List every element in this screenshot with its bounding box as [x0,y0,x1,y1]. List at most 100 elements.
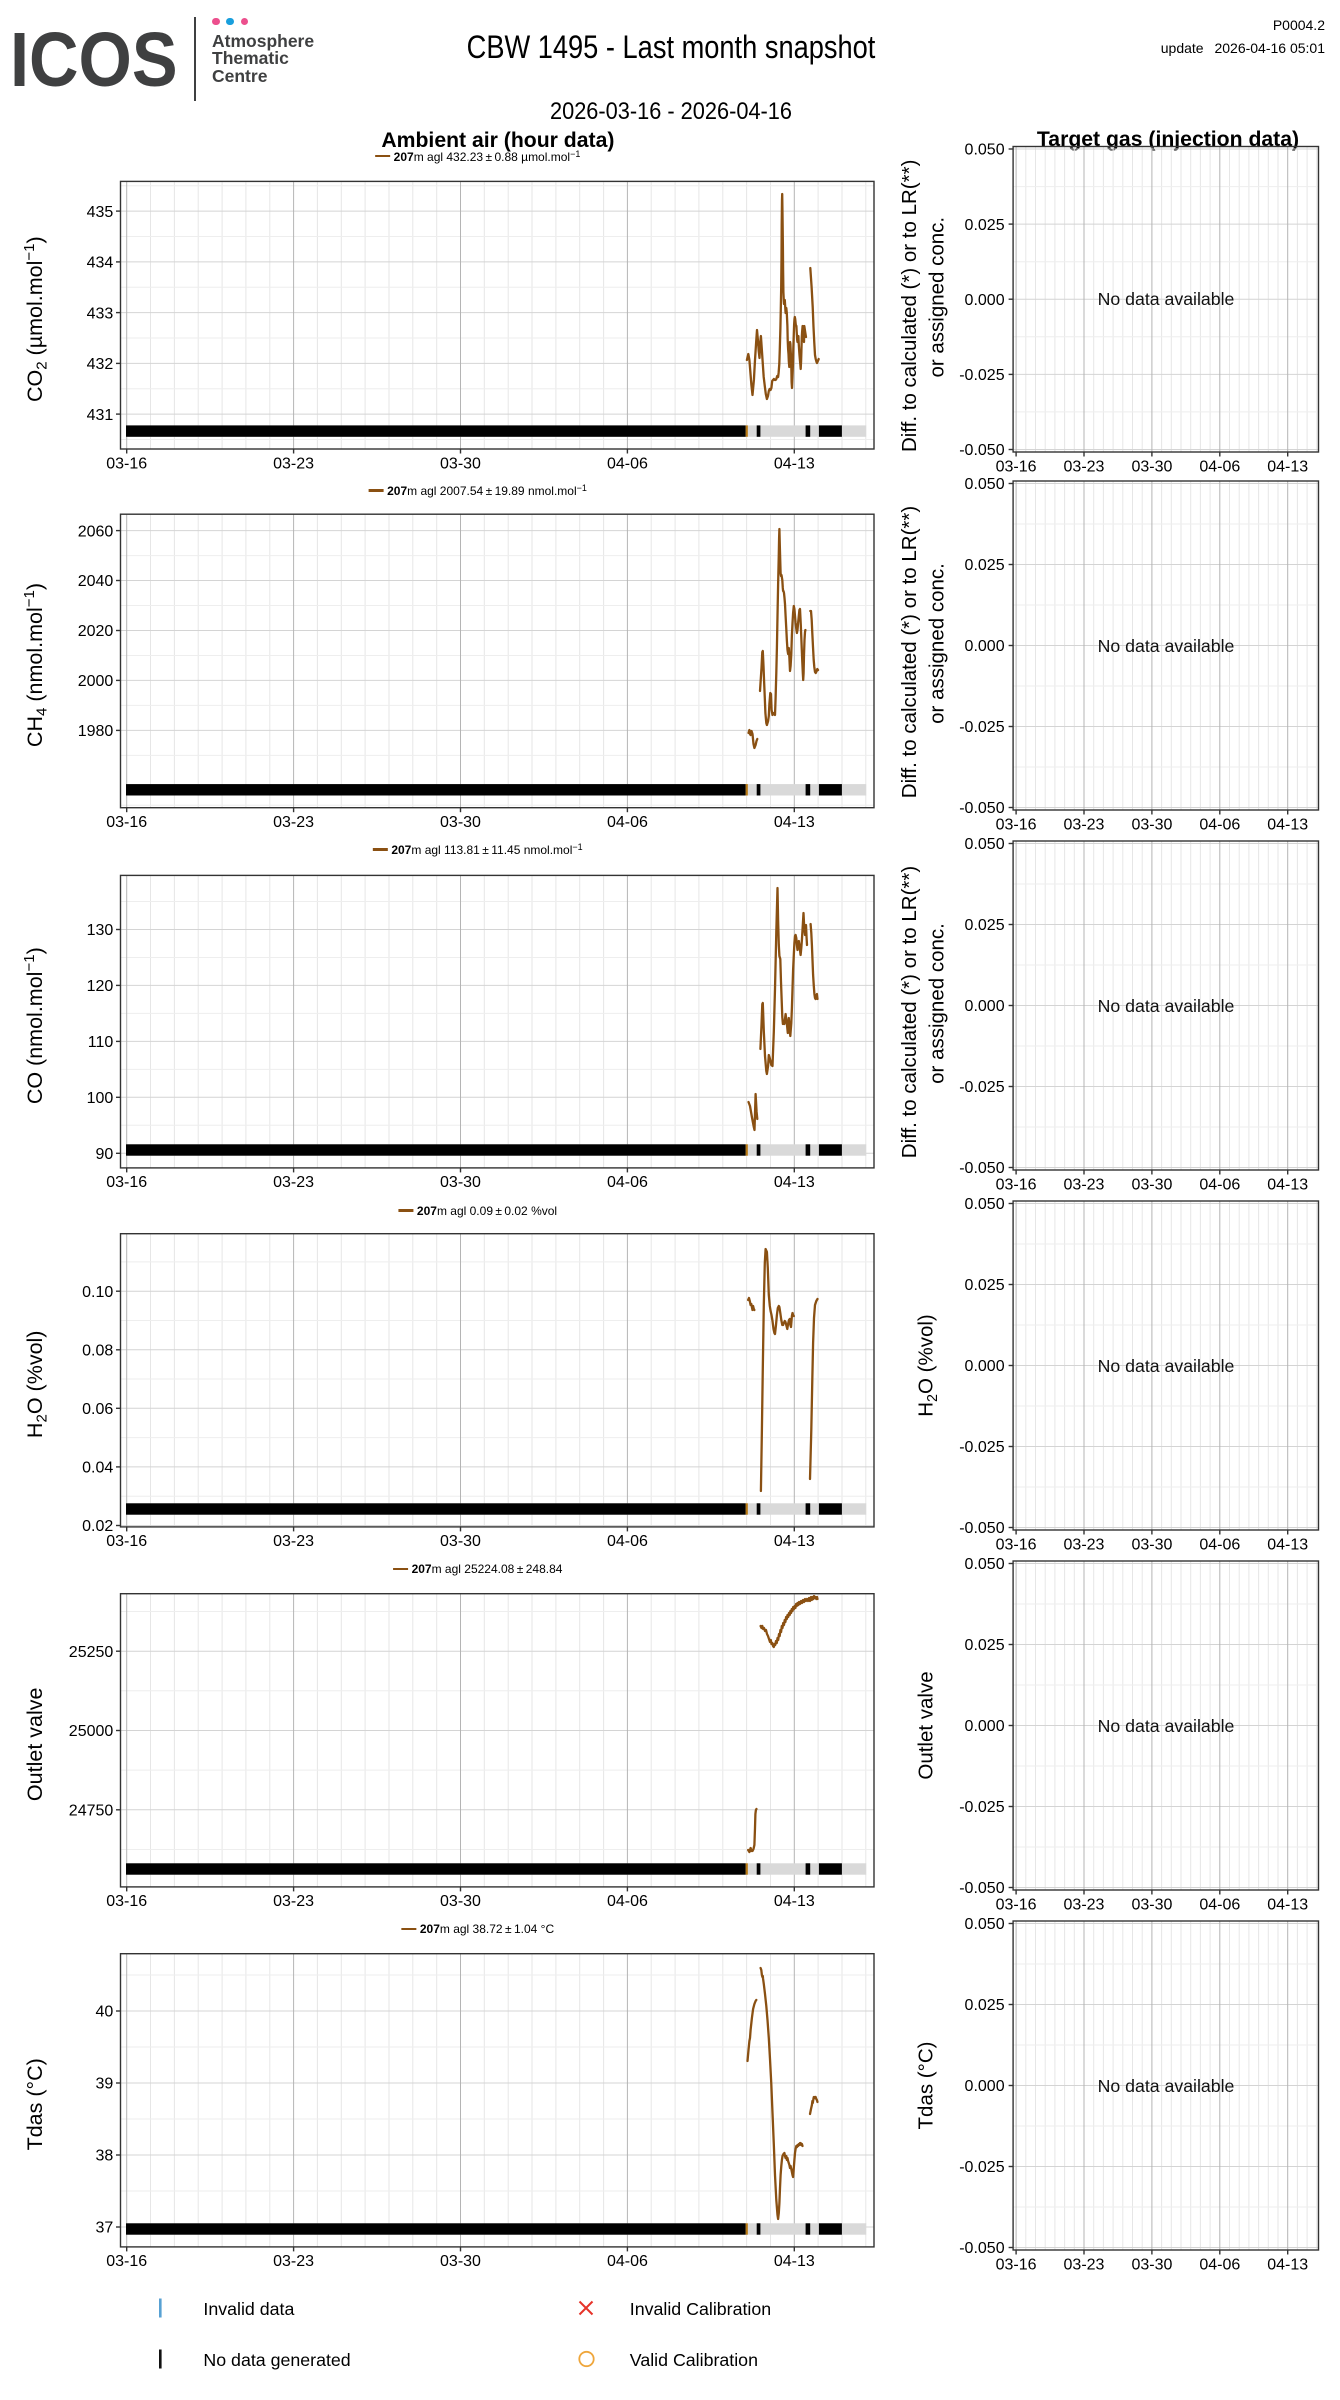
svg-text:04-13: 04-13 [774,1893,815,1910]
svg-text:0.050: 0.050 [965,1196,1005,1213]
svg-text:04-13: 04-13 [774,1533,815,1550]
svg-text:0.000: 0.000 [965,1358,1005,1375]
svg-text:0.025: 0.025 [965,1997,1005,2014]
svg-text:03-16: 03-16 [996,1896,1037,1913]
svg-text:Diff. to calculated (*) or to: Diff. to calculated (*) or to LR(**) [898,506,921,798]
svg-text:04-06: 04-06 [1199,458,1240,475]
svg-text:0.000: 0.000 [965,998,1005,1015]
svg-text:25000: 25000 [69,1723,114,1740]
svg-text:or assigned conc.: or assigned conc. [926,217,949,378]
svg-text:04-06: 04-06 [1199,816,1240,833]
svg-text:110: 110 [88,1034,114,1051]
svg-text:100: 100 [87,1090,114,1107]
svg-text:CO2 (µmol.mol−1): CO2 (µmol.mol−1) [21,236,51,402]
svg-text:04-13: 04-13 [1267,1536,1308,1553]
svg-text:0.025: 0.025 [965,1637,1005,1654]
svg-text:03-16: 03-16 [106,1533,147,1550]
svg-text:03-23: 03-23 [1064,1536,1105,1553]
svg-text:04-13: 04-13 [774,814,815,831]
svg-text:Outlet valve: Outlet valve [23,1688,47,1802]
svg-text:0.050: 0.050 [965,836,1005,853]
svg-text:433: 433 [87,305,114,322]
svg-text:39: 39 [96,2076,114,2093]
svg-text:03-30: 03-30 [1131,816,1172,833]
svg-text:130: 130 [87,922,114,939]
svg-text:03-23: 03-23 [1064,816,1105,833]
svg-text:03-23: 03-23 [1064,1896,1105,1913]
svg-text:03-30: 03-30 [440,2253,481,2270]
svg-text:03-23: 03-23 [1064,458,1105,475]
svg-text:0.025: 0.025 [965,917,1005,934]
svg-text:H2O (%vol): H2O (%vol) [915,1314,942,1417]
svg-text:0.025: 0.025 [965,557,1005,574]
svg-text:0.050: 0.050 [965,476,1005,493]
svg-text:03-30: 03-30 [440,1893,481,1910]
svg-text:435: 435 [87,204,114,221]
svg-text:434: 434 [87,255,114,272]
svg-text:CO (nmol.mol−1): CO (nmol.mol−1) [21,947,47,1104]
svg-text:Outlet valve: Outlet valve [915,1671,938,1779]
svg-text:25250: 25250 [69,1644,114,1661]
svg-text:H2O (%vol): H2O (%vol) [23,1331,51,1439]
svg-text:03-16: 03-16 [106,814,147,831]
svg-text:04-13: 04-13 [1267,816,1308,833]
svg-text:24750: 24750 [69,1803,114,1820]
svg-text:03-16: 03-16 [996,1536,1037,1553]
svg-text:37: 37 [96,2220,114,2237]
svg-text:90: 90 [96,1146,114,1163]
svg-text:03-23: 03-23 [273,2253,314,2270]
svg-text:03-30: 03-30 [440,1174,481,1191]
svg-text:03-23: 03-23 [273,1893,314,1910]
svg-text:0.025: 0.025 [965,1277,1005,1294]
svg-text:or assigned conc.: or assigned conc. [926,923,949,1084]
svg-text:0.000: 0.000 [965,292,1005,309]
svg-text:-0.025: -0.025 [959,1079,1004,1096]
svg-text:03-23: 03-23 [273,455,314,472]
svg-text:0.050: 0.050 [965,1556,1005,1573]
svg-text:431: 431 [87,407,114,424]
svg-text:03-16: 03-16 [996,1176,1037,1193]
svg-text:04-13: 04-13 [1267,2256,1308,2273]
svg-text:03-30: 03-30 [440,814,481,831]
svg-text:40: 40 [96,2004,114,2021]
svg-text:04-13: 04-13 [1267,1176,1308,1193]
svg-text:0.08: 0.08 [82,1343,113,1360]
svg-text:or assigned conc.: or assigned conc. [926,563,949,724]
svg-text:03-23: 03-23 [273,1533,314,1550]
svg-text:-0.025: -0.025 [959,1799,1004,1816]
svg-text:04-06: 04-06 [1199,2256,1240,2273]
svg-text:03-23: 03-23 [1064,2256,1105,2273]
svg-text:03-16: 03-16 [106,1893,147,1910]
svg-text:03-23: 03-23 [273,814,314,831]
svg-text:03-23: 03-23 [273,1174,314,1191]
svg-text:03-16: 03-16 [996,2256,1037,2273]
svg-text:03-23: 03-23 [1064,1176,1105,1193]
svg-text:04-13: 04-13 [774,2253,815,2270]
svg-text:04-06: 04-06 [607,1174,648,1191]
svg-text:-0.025: -0.025 [959,719,1004,736]
svg-text:CH4 (nmol.mol−1): CH4 (nmol.mol−1) [21,583,51,747]
svg-text:03-30: 03-30 [1131,1176,1172,1193]
svg-text:03-16: 03-16 [996,458,1037,475]
svg-text:-0.050: -0.050 [959,1880,1004,1897]
svg-text:0.02: 0.02 [82,1518,113,1535]
svg-text:-0.050: -0.050 [959,1160,1004,1177]
svg-text:Diff. to calculated (*) or to: Diff. to calculated (*) or to LR(**) [898,866,921,1158]
svg-text:03-16: 03-16 [996,816,1037,833]
svg-text:0.000: 0.000 [965,1718,1005,1735]
svg-text:0.10: 0.10 [82,1284,113,1301]
svg-text:-0.050: -0.050 [959,442,1004,459]
svg-text:0.000: 0.000 [965,638,1005,655]
svg-text:03-16: 03-16 [106,2253,147,2270]
svg-text:432: 432 [87,356,114,373]
svg-text:0.000: 0.000 [965,2078,1005,2095]
svg-text:04-13: 04-13 [1267,458,1308,475]
svg-text:-0.025: -0.025 [959,1439,1004,1456]
svg-text:-0.050: -0.050 [959,2240,1004,2257]
svg-text:04-13: 04-13 [1267,1896,1308,1913]
svg-text:04-06: 04-06 [1199,1896,1240,1913]
svg-text:03-16: 03-16 [106,1174,147,1191]
svg-text:04-06: 04-06 [607,1533,648,1550]
svg-text:03-30: 03-30 [1131,2256,1172,2273]
svg-text:04-06: 04-06 [1199,1176,1240,1193]
